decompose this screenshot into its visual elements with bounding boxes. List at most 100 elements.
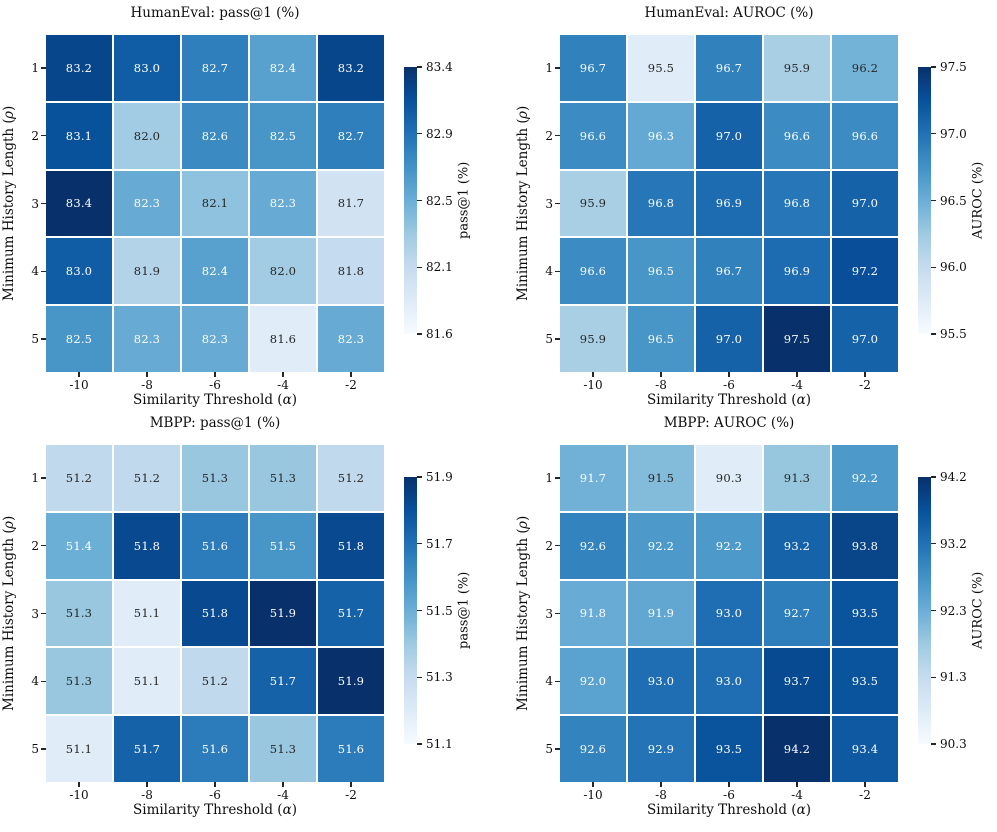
colorbar-tick-label: 83.4 xyxy=(426,60,453,74)
heatmap-cell: 92.0 xyxy=(560,648,626,715)
heatmap-cell: 51.3 xyxy=(46,580,112,647)
y-tick-label: 1 xyxy=(545,470,553,485)
y-tick-mark xyxy=(555,612,560,615)
heatmap-cell: 81.9 xyxy=(114,238,180,305)
heatmap-cell: 51.2 xyxy=(182,648,248,715)
x-axis-label: Similarity Threshold (α) xyxy=(647,802,811,818)
colorbar-label: pass@1 (%) xyxy=(456,571,472,650)
heatmap-cell: 82.1 xyxy=(182,170,248,237)
y-tick-mark xyxy=(41,680,46,682)
colorbar-label: pass@1 (%) xyxy=(456,161,472,240)
heatmap-cell: 82.3 xyxy=(114,170,180,237)
greek-symbol: ρ xyxy=(1,110,17,119)
colorbar-tick-mark xyxy=(931,333,936,335)
colorbar-tick-label: 82.1 xyxy=(426,260,453,275)
x-tick-mark xyxy=(864,782,866,787)
y-tick-mark xyxy=(41,270,46,272)
y-tick-label: 4 xyxy=(31,674,39,689)
colorbar-tick-mark xyxy=(417,476,422,478)
heatmap-cell: 90.3 xyxy=(696,445,762,511)
heatmap-cell: 95.9 xyxy=(764,35,830,101)
heatmap-cell: 51.9 xyxy=(318,648,384,715)
heatmap-cell: 91.3 xyxy=(764,445,830,511)
y-tick-label: 4 xyxy=(31,264,39,279)
heatmap-cell: 51.7 xyxy=(114,716,180,782)
heatmap-cell: 96.3 xyxy=(628,102,694,169)
colorbar-label: AUROC (%) xyxy=(970,571,986,650)
colorbar-tick-mark xyxy=(417,676,422,678)
heatmap-cell: 91.9 xyxy=(628,580,694,647)
x-tick-mark xyxy=(214,372,216,377)
chart-title: HumanEval: AUROC (%) xyxy=(644,5,814,21)
greek-symbol: ρ xyxy=(1,520,17,529)
heatmap-cell: 51.8 xyxy=(182,580,248,647)
x-tick-label: -8 xyxy=(141,788,153,802)
heatmap-cell: 51.6 xyxy=(182,512,248,579)
heatmap-cell: 96.2 xyxy=(832,35,898,101)
x-tick-label: -10 xyxy=(583,378,603,392)
heatmap-cell: 91.7 xyxy=(560,445,626,511)
x-tick-mark xyxy=(728,372,730,377)
y-tick-label: 2 xyxy=(545,128,553,143)
heatmap-cell: 93.5 xyxy=(832,580,898,647)
heatmap-cell: 96.6 xyxy=(832,102,898,169)
x-tick-label: -6 xyxy=(723,378,735,392)
x-tick-mark xyxy=(282,372,284,377)
y-tick-label: 5 xyxy=(545,742,553,757)
heatmap-cell: 97.2 xyxy=(832,238,898,305)
colorbar-tick-mark xyxy=(417,199,422,202)
colorbar-tick-mark xyxy=(417,66,422,68)
heatmap-cell: 51.1 xyxy=(46,716,112,782)
y-tick-label: 2 xyxy=(31,128,39,143)
heatmap-cell: 92.2 xyxy=(628,512,694,579)
heatmap-cell: 96.8 xyxy=(628,170,694,237)
x-tick-label: -2 xyxy=(859,788,871,802)
panel-humaneval-auroc: HumanEval: AUROC (%) Minimum History Leng… xyxy=(514,0,997,410)
y-tick-label: 5 xyxy=(545,332,553,347)
x-tick-mark xyxy=(78,782,80,787)
heatmap-cell: 93.2 xyxy=(764,512,830,579)
y-tick-label: 1 xyxy=(31,60,39,75)
x-tick-mark xyxy=(350,372,352,377)
heatmap-cell: 51.4 xyxy=(46,512,112,579)
y-tick-mark xyxy=(41,338,46,340)
heatmap-cell: 97.0 xyxy=(832,170,898,237)
colorbar-tick-label: 51.9 xyxy=(426,470,453,484)
x-tick-mark xyxy=(592,372,594,377)
heatmap-cell: 97.5 xyxy=(764,306,830,372)
heatmap-cell: 82.6 xyxy=(182,102,248,169)
heatmap-cell: 51.8 xyxy=(114,512,180,579)
y-tick-label: 3 xyxy=(545,606,553,621)
heatmap-grid: 91.7 91.5 90.3 91.3 92.2 92.6 92.2 92.2 93.2 93.8… xyxy=(560,445,898,782)
heatmap-cell: 92.9 xyxy=(628,716,694,782)
heatmap-cell: 51.2 xyxy=(114,445,180,511)
heatmap-cell: 95.9 xyxy=(560,306,626,372)
heatmap-cell: 51.5 xyxy=(250,512,316,579)
colorbar-tick-label: 82.5 xyxy=(426,193,453,208)
x-axis-label: Similarity Threshold (α) xyxy=(133,392,297,408)
x-tick-label: -8 xyxy=(655,378,667,392)
heatmap-cell: 51.3 xyxy=(250,445,316,511)
x-axis-label: Similarity Threshold (α) xyxy=(133,802,297,818)
y-tick-label: 3 xyxy=(31,606,39,621)
y-tick-mark xyxy=(555,202,560,205)
heatmap-cell: 92.7 xyxy=(764,580,830,647)
heatmap-cell: 83.2 xyxy=(46,35,112,101)
heatmap-cell: 96.5 xyxy=(628,306,694,372)
x-tick-label: -4 xyxy=(791,788,803,802)
heatmap-cell: 51.1 xyxy=(114,580,180,647)
colorbar-tick-label: 97.0 xyxy=(940,126,967,141)
colorbar-tick-label: 51.3 xyxy=(426,670,453,685)
heatmap-cell: 51.6 xyxy=(318,716,384,782)
heatmap-cell: 96.6 xyxy=(560,102,626,169)
y-tick-label: 2 xyxy=(545,538,553,553)
heatmap-cell: 51.3 xyxy=(182,445,248,511)
x-tick-label: -6 xyxy=(209,378,221,392)
heatmap-cell: 82.7 xyxy=(318,102,384,169)
colorbar xyxy=(918,67,931,334)
colorbar-tick-mark xyxy=(931,266,936,268)
colorbar-tick-label: 51.5 xyxy=(426,603,453,618)
colorbar-tick-mark xyxy=(931,609,936,612)
heatmap-cell: 82.0 xyxy=(114,102,180,169)
colorbar-tick-label: 91.3 xyxy=(940,670,967,685)
